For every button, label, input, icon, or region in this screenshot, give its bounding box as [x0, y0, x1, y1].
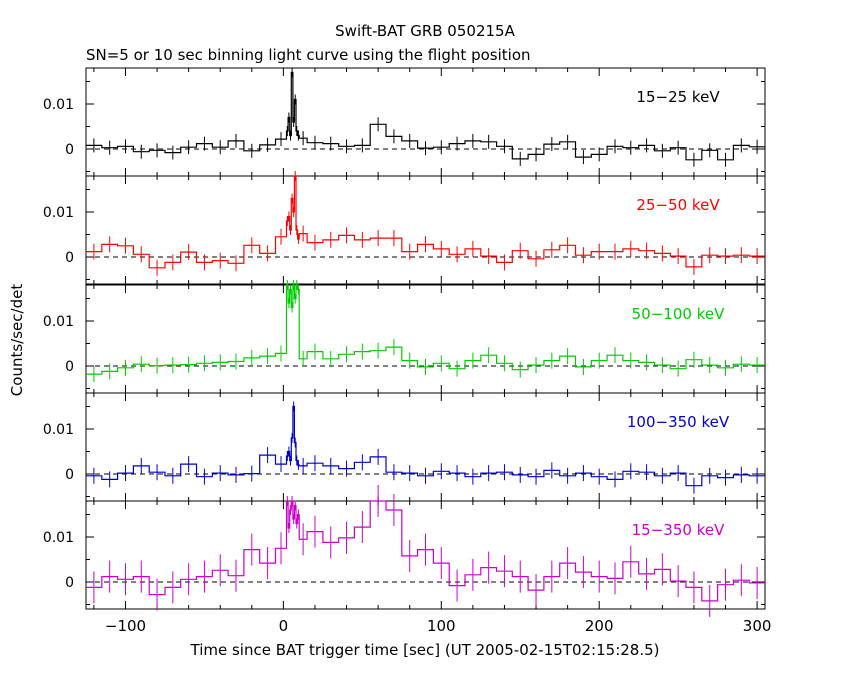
panels-group: 0.01 0 15−25 keV 0.01 0 25−50 keV 0.01 0 50−100 … — [43, 67, 772, 635]
panel-frame — [85, 284, 766, 394]
panel-1: 0.01 0 15−25 keV — [43, 67, 766, 177]
x-tick-label: 300 — [743, 617, 772, 635]
y-tick-label: 0 — [65, 575, 74, 591]
panel-5: 0.01 0 15−350 keV — [43, 485, 766, 617]
panel-2: 0.01 0 25−50 keV — [43, 171, 766, 285]
panel-label: 100−350 keV — [627, 413, 730, 431]
x-tick-label: 200 — [585, 617, 614, 635]
y-tick-label: 0 — [65, 359, 74, 375]
chart-title: Swift-BAT GRB 050215A — [335, 22, 515, 40]
y-tick-label: 0.01 — [43, 97, 74, 113]
panel-frame — [85, 392, 766, 502]
y-tick-label: 0.01 — [43, 314, 74, 330]
panel-frame — [85, 500, 766, 610]
chart-subtitle: SN=5 or 10 sec binning light curve using… — [86, 46, 531, 64]
panel-3: 0.01 0 50−100 keV — [43, 280, 766, 394]
y-tick-label: 0.01 — [43, 422, 74, 438]
panel-frame — [85, 175, 766, 285]
y-tick-label: 0 — [65, 467, 74, 483]
y-tick-label: 0.01 — [43, 530, 74, 546]
y-tick-label: 0 — [65, 250, 74, 266]
y-tick-label: 0.01 — [43, 205, 74, 221]
panel-frame — [85, 67, 766, 177]
y-tick-label: 0 — [65, 142, 74, 158]
x-tick-label: 100 — [427, 617, 456, 635]
panel-4: 0.01 0 100−350 keV — [43, 392, 766, 502]
panel-label: 15−350 keV — [632, 521, 725, 539]
x-axis-label: Time since BAT trigger time [sec] (UT 20… — [190, 641, 660, 659]
series-line — [86, 175, 765, 269]
x-tick-label: 0 — [279, 617, 289, 635]
panel-label: 15−25 keV — [636, 88, 720, 106]
x-tick-label: −100 — [105, 617, 146, 635]
y-axis-label: Counts/sec/det — [8, 284, 26, 397]
panel-label: 50−100 keV — [632, 305, 725, 323]
panel-label: 25−50 keV — [636, 196, 720, 214]
